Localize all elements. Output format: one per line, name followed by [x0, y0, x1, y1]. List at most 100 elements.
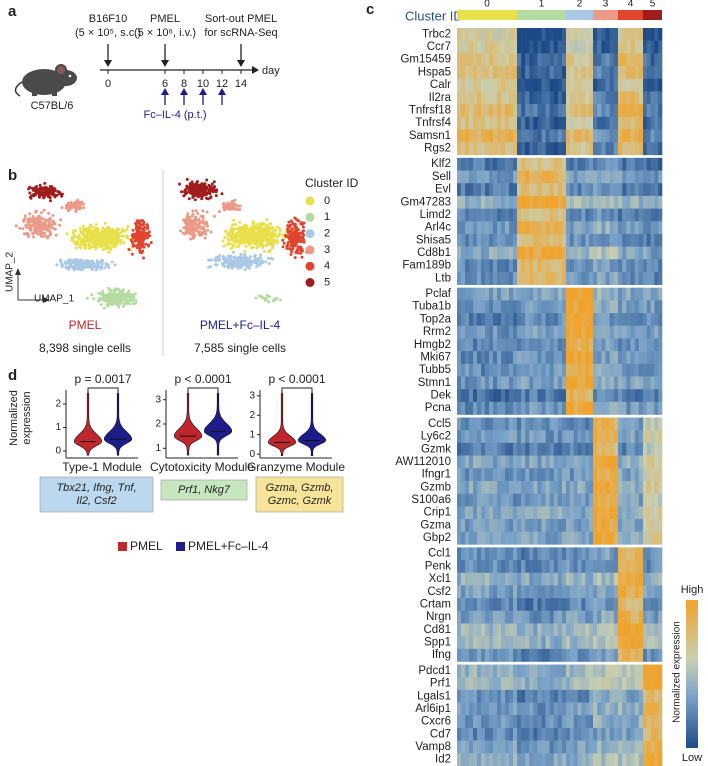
heatmap-cell	[605, 338, 610, 352]
heatmap-cell	[646, 417, 651, 431]
heatmap-cell	[654, 506, 659, 520]
heatmap-cell	[573, 442, 578, 456]
heatmap-cell	[561, 351, 567, 365]
heatmap-cell	[557, 610, 563, 624]
heatmap-cell	[654, 208, 659, 222]
heatmap-cell	[601, 116, 606, 130]
heatmap-cell	[477, 598, 482, 612]
heatmap-cell	[557, 338, 563, 352]
heatmap-cell	[481, 493, 486, 507]
heatmap-cell	[585, 623, 590, 637]
heatmap-cell	[549, 259, 555, 273]
cell-point	[73, 204, 77, 208]
heatmap-cell	[643, 598, 648, 612]
heatmap-cell	[473, 221, 478, 235]
cell-point	[128, 302, 132, 306]
heatmap-cell	[654, 104, 659, 118]
heatmap-cell	[634, 246, 640, 260]
heatmap-cell	[517, 104, 522, 118]
cell-point	[130, 252, 134, 256]
heatmap-cell	[461, 157, 466, 171]
heatmap-cell	[461, 560, 466, 574]
heatmap-cell	[513, 468, 518, 482]
heatmap-cell	[481, 28, 486, 41]
heatmap-cell	[630, 480, 635, 494]
heatmap-cell	[517, 363, 522, 377]
heatmap-cell	[646, 401, 651, 415]
colorbar-high: High	[681, 584, 704, 596]
heatmap-cell	[622, 195, 627, 209]
cell-point	[134, 299, 138, 303]
heatmap-cell	[497, 208, 502, 222]
heatmap-cell	[622, 430, 627, 444]
heatmap-cell	[493, 351, 498, 365]
cell-point	[107, 286, 110, 290]
heatmap-cell	[654, 66, 659, 80]
heatmap-cell	[609, 313, 615, 327]
cell-point	[105, 264, 109, 268]
heatmap-cell	[517, 585, 522, 599]
cell-point	[281, 245, 285, 249]
heatmap-cell	[517, 116, 522, 130]
cell-point	[185, 225, 189, 229]
heatmap-cell	[497, 598, 502, 612]
heatmap-cell	[513, 598, 518, 612]
heatmap-cell	[613, 116, 619, 130]
heatmap-cell	[505, 338, 510, 352]
heatmap-cell	[634, 325, 640, 339]
cell-point	[14, 224, 18, 228]
cell-point	[90, 293, 94, 297]
heatmap-cell	[521, 623, 526, 637]
event-arrowhead	[104, 60, 112, 67]
heatmap-cell	[609, 506, 615, 520]
heatmap-cell	[465, 129, 470, 143]
heatmap-cell	[626, 300, 631, 314]
cell-point	[297, 219, 301, 223]
heatmap-cell	[561, 28, 567, 41]
heatmap-cell	[589, 547, 594, 561]
heatmap-cell	[646, 572, 651, 586]
heatmap-cell	[513, 272, 518, 285]
heatmap-cell	[545, 363, 550, 377]
heatmap-cell	[638, 195, 644, 209]
cell-point	[235, 264, 238, 268]
cell-point	[52, 219, 55, 223]
heatmap-cell	[643, 129, 648, 143]
heatmap-cell	[643, 287, 648, 301]
heatmap-cell	[461, 442, 466, 456]
heatmap-cell	[597, 272, 602, 285]
heatmap-cell	[658, 325, 663, 339]
heatmap-cell	[457, 91, 462, 105]
heatmap-cell	[489, 28, 494, 41]
colorbar-low: Low	[682, 752, 702, 764]
heatmap-cell	[533, 116, 538, 130]
heatmap-cell	[638, 208, 644, 222]
heatmap-cell	[577, 493, 582, 507]
cell-point	[103, 266, 107, 270]
heatmap-cell	[601, 170, 606, 184]
heatmap-cell	[638, 142, 644, 156]
cell-point	[246, 235, 250, 238]
heatmap-cell	[549, 104, 555, 118]
heatmap-cell	[613, 325, 619, 339]
heatmap-cell	[493, 142, 498, 156]
heatmap-cell	[618, 493, 623, 507]
cell-point	[206, 197, 210, 201]
heatmap-cell	[634, 560, 640, 574]
heatmap-cell	[573, 623, 578, 637]
heatmap-cell	[654, 170, 659, 184]
heatmap-cell	[521, 480, 526, 494]
heatmap-cell	[481, 272, 486, 285]
heatmap-cell	[573, 53, 578, 67]
heatmap-cell	[473, 338, 478, 352]
heatmap-cell	[573, 480, 578, 494]
heatmap-cell	[489, 493, 494, 507]
heatmap-cell	[597, 287, 602, 301]
cell-point	[253, 254, 257, 258]
cell-point	[234, 237, 238, 241]
heatmap-cell	[553, 221, 559, 235]
heatmap-cell	[573, 246, 578, 260]
cell-point	[100, 265, 104, 269]
heatmap-cell	[497, 585, 502, 599]
heatmap-cell	[581, 442, 586, 456]
